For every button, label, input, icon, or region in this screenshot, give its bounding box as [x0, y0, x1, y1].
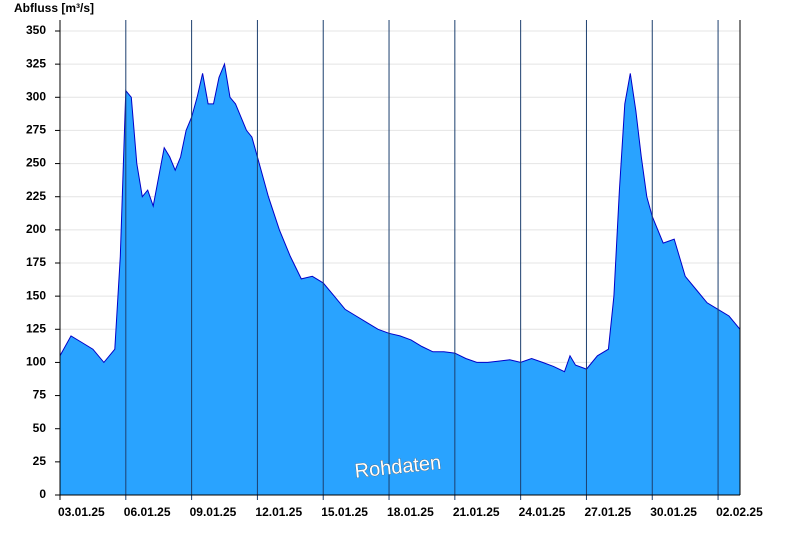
- x-tick-label: 27.01.25: [584, 505, 631, 519]
- x-tick-label: 18.01.25: [387, 505, 434, 519]
- x-tick-label: 09.01.25: [190, 505, 237, 519]
- x-tick-label: 06.01.25: [124, 505, 171, 519]
- y-tick-label: 300: [26, 89, 46, 103]
- x-tick-label: 15.01.25: [321, 505, 368, 519]
- y-tick-label: 0: [39, 487, 46, 501]
- x-tick-label: 02.02.25: [716, 505, 763, 519]
- x-tick-label: 21.01.25: [453, 505, 500, 519]
- x-tick-label: 03.01.25: [58, 505, 105, 519]
- y-tick-label: 325: [26, 56, 46, 70]
- y-tick-label: 175: [26, 255, 46, 269]
- y-tick-label: 50: [33, 421, 47, 435]
- x-tick-label: 30.01.25: [650, 505, 697, 519]
- y-tick-label: 125: [26, 321, 46, 335]
- x-tick-label: 24.01.25: [519, 505, 566, 519]
- y-tick-label: 200: [26, 222, 46, 236]
- y-tick-label: 225: [26, 189, 46, 203]
- y-tick-label: 100: [26, 355, 46, 369]
- y-tick-label: 350: [26, 23, 46, 37]
- y-tick-label: 150: [26, 288, 46, 302]
- area-line: [59, 62, 741, 373]
- y-tick-label: 250: [26, 156, 46, 170]
- y-tick-label: 75: [33, 388, 47, 402]
- area: [60, 64, 740, 495]
- y-tick-label: 25: [33, 454, 47, 468]
- x-tick-label: 12.01.25: [255, 505, 302, 519]
- y-axis-label: Abfluss [m³/s]: [14, 1, 94, 15]
- y-tick-label: 275: [26, 123, 46, 137]
